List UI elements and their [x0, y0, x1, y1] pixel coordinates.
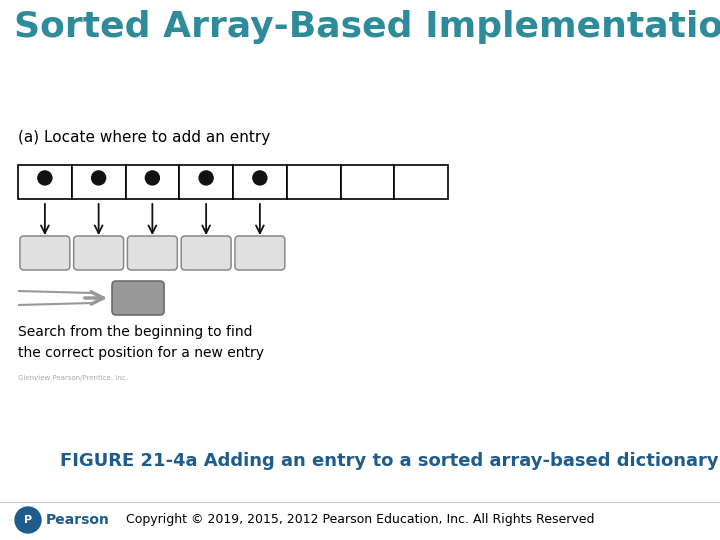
Bar — [179, 165, 233, 199]
FancyBboxPatch shape — [235, 236, 285, 270]
Bar — [395, 165, 448, 199]
Text: Pearson: Pearson — [46, 513, 110, 527]
Text: Glenview Pearson/Prentice, Inc.: Glenview Pearson/Prentice, Inc. — [18, 375, 128, 381]
Circle shape — [253, 171, 267, 185]
Bar — [72, 165, 125, 199]
Bar — [233, 165, 287, 199]
Bar — [125, 165, 179, 199]
Bar — [341, 165, 395, 199]
Text: Sorted Array-Based Implementations: Sorted Array-Based Implementations — [14, 10, 720, 44]
Circle shape — [145, 171, 159, 185]
Text: (a) Locate where to add an entry: (a) Locate where to add an entry — [18, 130, 270, 145]
FancyBboxPatch shape — [112, 281, 164, 315]
Text: P: P — [24, 515, 32, 525]
Text: FIGURE 21-4a Adding an entry to a sorted array-based dictionary: FIGURE 21-4a Adding an entry to a sorted… — [60, 452, 719, 470]
FancyBboxPatch shape — [181, 236, 231, 270]
Text: Copyright © 2019, 2015, 2012 Pearson Education, Inc. All Rights Reserved: Copyright © 2019, 2015, 2012 Pearson Edu… — [126, 514, 594, 526]
Text: Search from the beginning to find
the correct position for a new entry: Search from the beginning to find the co… — [18, 325, 264, 360]
Circle shape — [38, 171, 52, 185]
FancyBboxPatch shape — [20, 236, 70, 270]
FancyBboxPatch shape — [73, 236, 124, 270]
Bar — [18, 165, 72, 199]
Circle shape — [15, 507, 41, 533]
Circle shape — [199, 171, 213, 185]
Circle shape — [91, 171, 106, 185]
Bar — [287, 165, 341, 199]
FancyBboxPatch shape — [127, 236, 177, 270]
